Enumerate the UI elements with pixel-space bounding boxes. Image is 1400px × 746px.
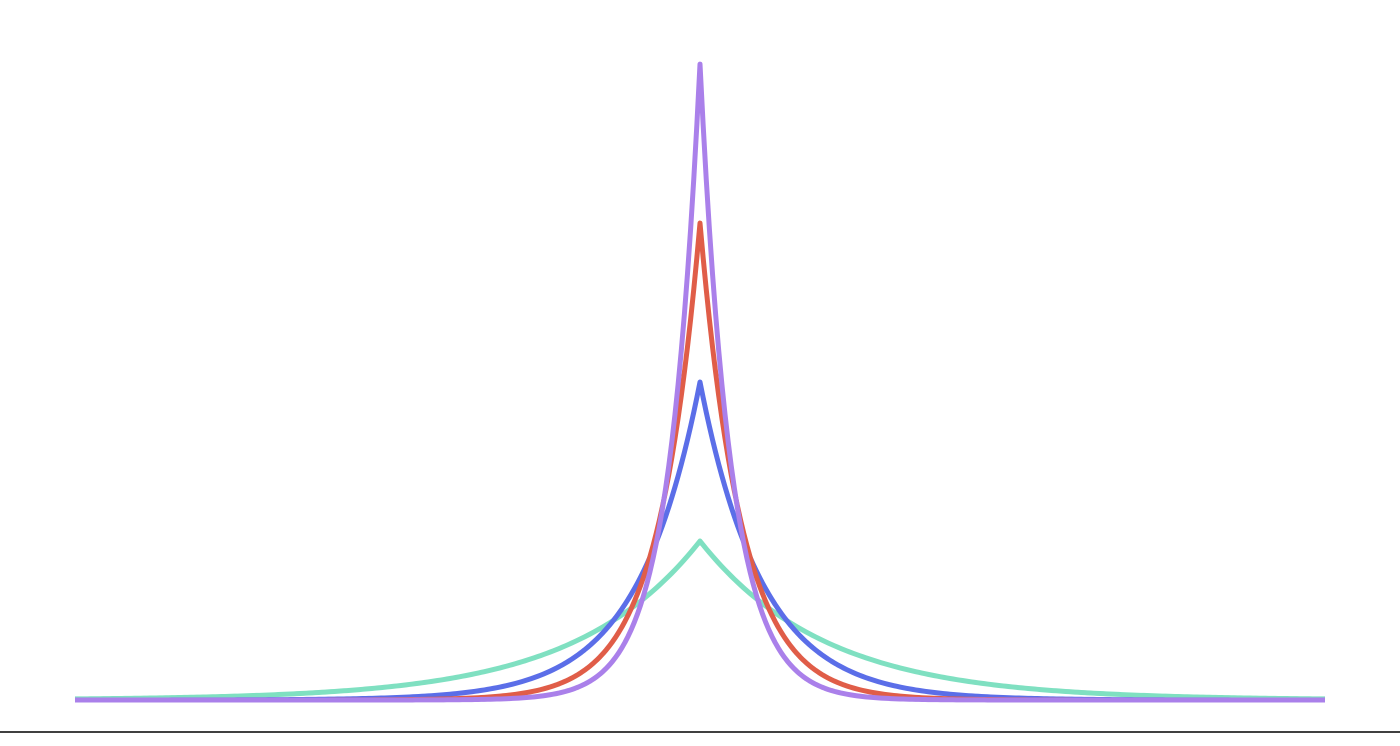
series-line-1 <box>74 538 1326 702</box>
series-line-3 <box>75 220 1325 703</box>
series-line-4 <box>75 61 1325 703</box>
plot-area <box>74 61 1326 703</box>
